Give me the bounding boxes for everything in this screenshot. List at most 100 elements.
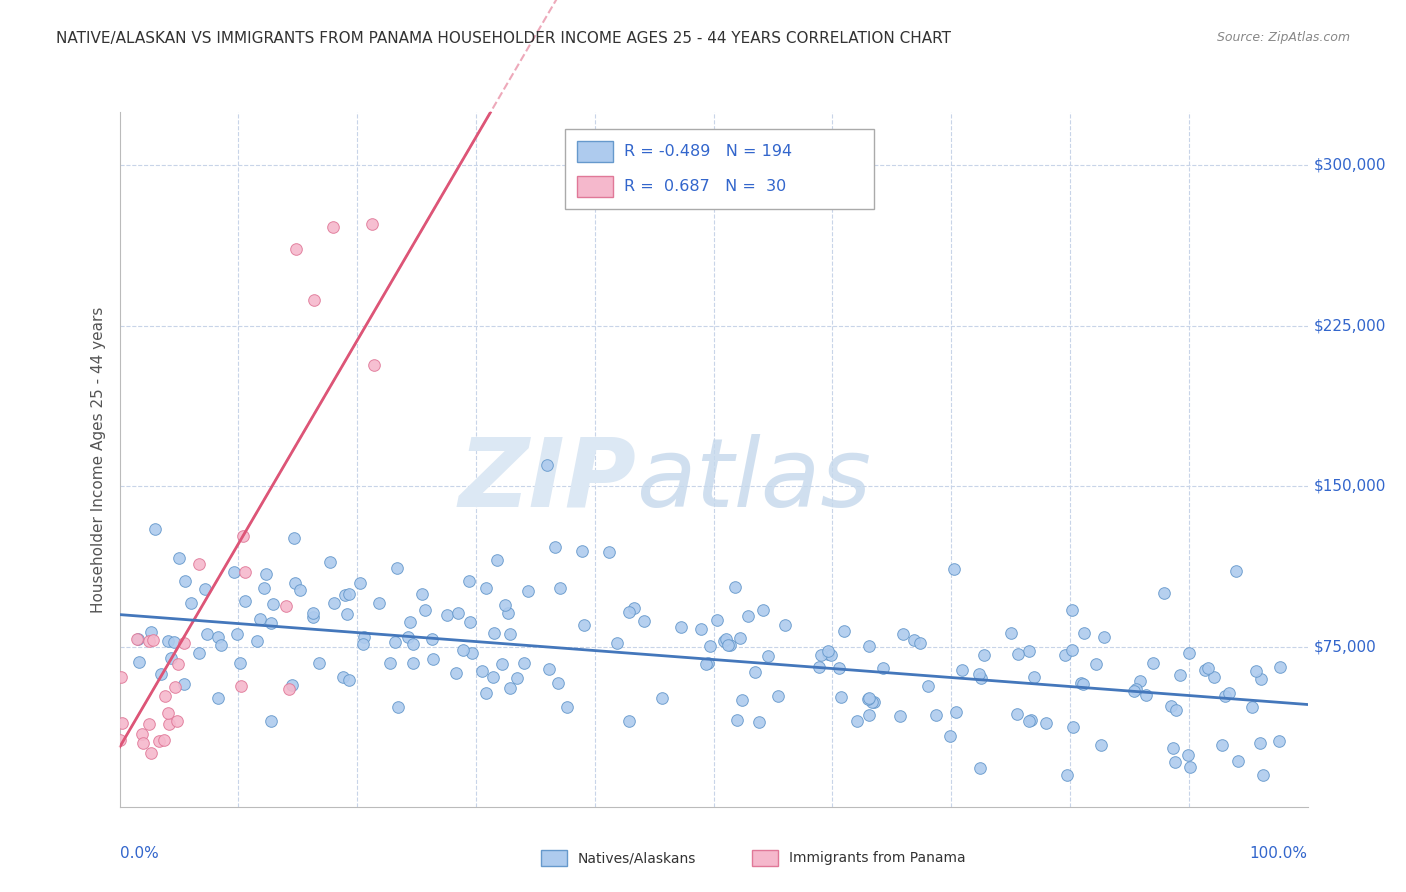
Point [1249,735,1271,749]
Point [460,615,482,629]
Point [486,553,509,567]
Point [1062,720,1084,734]
Point [1218,686,1240,700]
Point [332,670,354,684]
Point [475,686,498,700]
Point [1250,672,1272,686]
Point [737,609,759,624]
Point [284,242,307,256]
Point [1005,706,1028,721]
Point [891,626,914,640]
Bar [576,142,613,162]
Point [225,626,247,640]
Point [396,631,419,645]
Point [950,663,973,677]
Point [756,648,779,663]
Point [360,217,382,231]
Point [156,633,179,648]
Point [337,586,360,600]
Point [1268,734,1291,748]
Point [284,576,307,591]
Point [945,705,967,719]
Point [387,700,409,714]
Point [174,574,197,588]
Point [557,699,579,714]
Point [322,219,344,234]
Point [695,657,717,672]
Point [128,656,150,670]
Point [420,632,443,646]
Point [728,631,751,645]
Point [714,632,737,646]
Point [1178,760,1201,774]
Point [1090,738,1112,752]
Bar [541,850,567,866]
Point [973,648,995,663]
Point [132,736,155,750]
Point [157,717,180,731]
Point [254,567,277,582]
FancyBboxPatch shape [565,129,875,209]
Point [699,639,721,653]
Point [731,693,754,707]
Point [1054,648,1077,663]
Point [233,594,256,608]
Point [249,612,271,626]
Point [725,713,748,727]
Point [830,690,852,704]
Y-axis label: Householder Income Ages 25 - 44 years: Householder Income Ages 25 - 44 years [91,306,107,613]
Point [910,636,932,650]
Point [142,633,165,648]
Point [155,690,177,704]
Point [302,610,325,624]
Point [110,670,132,684]
Point [1035,716,1057,731]
Point [333,588,356,602]
Point [246,633,269,648]
Point [153,733,176,747]
Point [571,544,593,558]
Point [1062,643,1084,657]
Text: R =  0.687   N =  30: R = 0.687 N = 30 [624,179,787,194]
Point [422,652,444,666]
Point [1178,646,1201,660]
Point [233,565,256,579]
Point [363,358,385,372]
Point [447,607,470,621]
Point [766,690,789,704]
Point [323,596,346,610]
Point [283,532,305,546]
Point [748,714,770,729]
Point [598,544,620,558]
Point [617,606,640,620]
Point [499,681,522,696]
Point [1073,625,1095,640]
Point [195,626,218,640]
Point [127,632,149,646]
Point [194,582,217,596]
Point [1019,713,1042,727]
Point [706,613,728,627]
Point [1168,668,1191,682]
Point [808,659,831,673]
Point [1227,755,1250,769]
Point [188,646,211,660]
Point [1177,747,1199,762]
Point [969,761,991,775]
Point [231,680,253,694]
Point [572,618,595,632]
Point [139,624,162,639]
Text: Immigrants from Panama: Immigrants from Panama [789,851,966,865]
Point [1153,585,1175,599]
Point [970,671,993,685]
Point [349,576,371,591]
Point [606,636,628,650]
Point [167,657,190,671]
Point [209,638,232,652]
Point [474,581,496,595]
Point [903,632,925,647]
Point [547,676,569,690]
Point [651,690,673,705]
Point [517,584,540,599]
Bar [752,850,778,866]
